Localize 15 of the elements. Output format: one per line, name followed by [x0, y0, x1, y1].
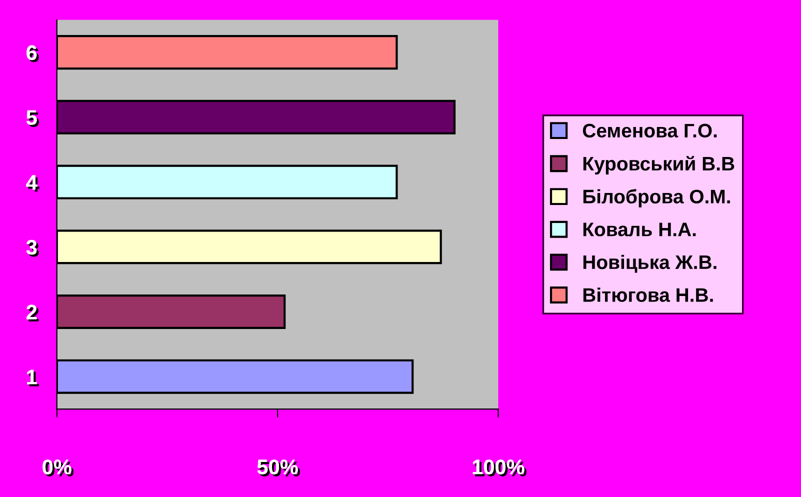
x-tick-label: 50% [257, 460, 300, 476]
legend-label: Семенова Г.О. [582, 124, 717, 138]
y-tick-label: 6 [26, 45, 39, 62]
legend-label: Коваль Н.А. [583, 222, 696, 236]
y-tick-label: 5 [26, 110, 39, 128]
legend-label: Вітюгова Н.В. [583, 288, 713, 302]
y-tick-label: 1 [27, 370, 39, 386]
legend-label: Новіцька Ж.В. [583, 254, 716, 273]
y-tick-label: 3 [26, 240, 39, 257]
y-tick-label: 2 [26, 304, 39, 322]
legend-label: Куровський В.В [583, 156, 734, 174]
x-tick-label: 0% [42, 460, 74, 476]
legend-label: Білоброва О.М. [583, 189, 730, 208]
y-tick-label: 4 [26, 175, 40, 192]
x-tick-label: 100% [472, 460, 526, 476]
